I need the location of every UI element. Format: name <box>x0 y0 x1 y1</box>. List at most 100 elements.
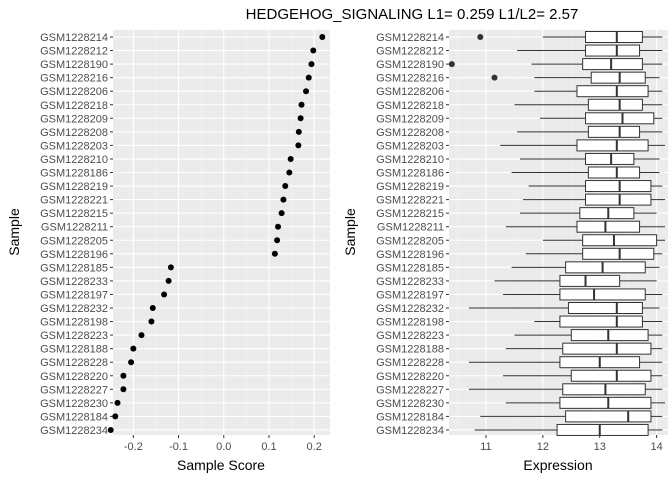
expression-box <box>511 166 660 179</box>
y-tick-label: GSM1228219 <box>376 181 444 193</box>
outlier-point <box>448 61 455 68</box>
expression-y-axis-label: Sample <box>342 208 358 256</box>
expression-box <box>474 423 663 436</box>
y-tick-label: GSM1228206 <box>40 86 108 98</box>
y-tick-label: GSM1228215 <box>40 208 108 220</box>
score-point <box>128 359 135 366</box>
y-tick-label: GSM1228232 <box>376 303 444 315</box>
y-tick-label: GSM1228221 <box>40 195 108 207</box>
score-point <box>295 142 302 149</box>
expression-box <box>540 112 663 125</box>
expression-box <box>480 410 663 423</box>
box-iqr <box>582 247 655 260</box>
y-tick-label: GSM1228234 <box>40 425 108 437</box>
expression-box <box>517 44 663 57</box>
x-tick-label: 0.0 <box>216 441 231 453</box>
y-tick-label: GSM1228185 <box>40 262 108 274</box>
box-iqr <box>590 71 646 84</box>
y-tick-label: GSM1228216 <box>40 73 108 85</box>
score-point <box>165 277 172 284</box>
y-tick-label: GSM1228196 <box>376 249 444 261</box>
y-tick-label: GSM1228214 <box>40 32 108 44</box>
expression-box <box>505 396 666 409</box>
y-tick-label: GSM1228208 <box>376 127 444 139</box>
expression-box <box>448 58 663 71</box>
box-iqr <box>585 180 652 193</box>
score-point <box>286 169 293 176</box>
y-tick-label: GSM1228197 <box>40 289 108 301</box>
expression-box <box>505 342 663 355</box>
y-tick-label: GSM1228223 <box>376 330 444 342</box>
y-tick-label: GSM1228219 <box>40 181 108 193</box>
y-tick-label: GSM1228209 <box>40 113 108 125</box>
box-iqr <box>565 261 646 274</box>
box-iqr <box>562 383 646 396</box>
score-points <box>107 34 326 433</box>
y-tick-label: GSM1228230 <box>376 398 444 410</box>
expression-box <box>505 220 666 233</box>
y-tick-label: GSM1228227 <box>376 384 444 396</box>
expression-box <box>503 288 663 301</box>
y-tick-label: GSM1228221 <box>376 195 444 207</box>
score-point <box>148 318 155 325</box>
expression-box <box>520 152 660 165</box>
box-iqr <box>576 139 649 152</box>
y-tick-label: GSM1228230 <box>40 398 108 410</box>
score-point <box>280 196 287 203</box>
box-iqr <box>559 315 643 328</box>
score-point <box>120 372 127 379</box>
expression-box <box>520 207 657 220</box>
y-tick-label: GSM1228211 <box>41 222 108 234</box>
box-iqr <box>579 207 635 220</box>
score-point <box>275 223 282 230</box>
outlier-point <box>477 34 484 40</box>
y-tick-label: GSM1228188 <box>376 344 444 356</box>
y-tick-label: GSM1228186 <box>376 168 444 180</box>
expression-box <box>468 356 663 369</box>
box-iqr <box>587 166 641 179</box>
y-tick-label: GSM1228212 <box>376 46 444 58</box>
y-tick-label: GSM1228190 <box>376 59 444 71</box>
x-tick-label: 12 <box>537 441 549 453</box>
y-tick-label: GSM1228234 <box>376 425 444 437</box>
y-tick-label: GSM1228210 <box>376 154 444 166</box>
box-iqr <box>585 152 635 165</box>
score-point <box>112 413 119 420</box>
y-tick-label: GSM1228184 <box>40 411 108 423</box>
x-tick-label: 11 <box>480 441 491 453</box>
y-tick-label: GSM1228220 <box>376 371 444 383</box>
expression-box <box>528 180 663 193</box>
y-tick-label: GSM1228210 <box>40 154 108 166</box>
outlier-point <box>491 74 498 81</box>
expression-box <box>468 302 660 314</box>
y-tick-label: GSM1228228 <box>40 357 108 369</box>
y-tick-label: GSM1228218 <box>376 100 444 112</box>
box-iqr <box>576 85 649 98</box>
score-point <box>303 88 310 95</box>
x-tick-label: 0.1 <box>261 441 276 453</box>
score-point <box>161 291 168 298</box>
x-tick-label: 0.2 <box>307 441 322 453</box>
y-tick-label: GSM1228198 <box>40 317 108 329</box>
score-point <box>298 101 305 108</box>
y-tick-label: GSM1228208 <box>40 127 108 139</box>
expression-box <box>517 125 663 138</box>
score-x-axis-label: Sample Score <box>177 457 265 473</box>
expression-box <box>503 369 663 382</box>
box-iqr <box>587 125 641 138</box>
expression-box <box>491 71 660 84</box>
y-tick-label: GSM1228198 <box>376 317 444 329</box>
expression-boxes <box>448 31 666 436</box>
score-point <box>114 399 121 406</box>
x-tick-label: -0.2 <box>124 441 143 453</box>
score-point <box>274 237 281 244</box>
box-iqr <box>582 234 658 247</box>
box-iqr <box>570 329 649 342</box>
y-tick-label: GSM1228233 <box>40 276 108 288</box>
y-tick-label: GSM1228185 <box>376 262 444 274</box>
y-tick-label: GSM1228197 <box>376 289 444 301</box>
y-tick-label: GSM1228228 <box>376 357 444 369</box>
score-point <box>282 183 289 190</box>
y-tick-label: GSM1228206 <box>376 86 444 98</box>
